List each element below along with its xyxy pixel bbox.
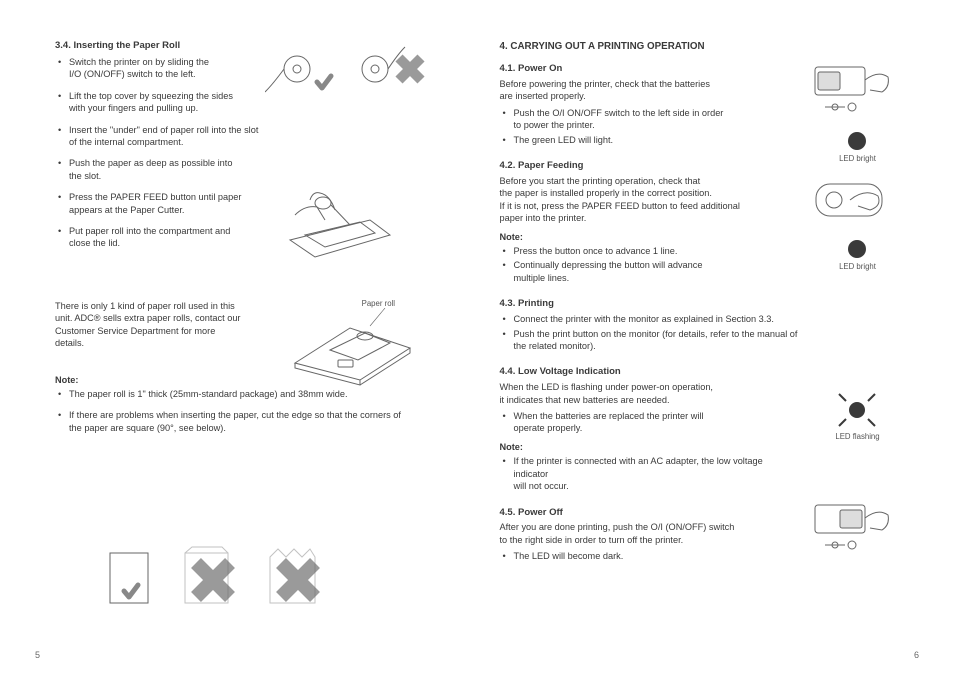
list-item: The LED will become dark.	[500, 550, 795, 562]
list-4-2: Press the button once to advance 1 line.…	[500, 245, 795, 284]
led-flashing-caption: LED flashing	[825, 432, 890, 441]
list-item: The paper roll is 1" thick (25mm-standar…	[55, 388, 455, 400]
list-item: Put paper roll into the compartment andc…	[55, 225, 295, 250]
list-4-5: The LED will become dark.	[500, 550, 795, 562]
printer-base-figure: Paper roll	[270, 297, 435, 388]
para-4-1: Before powering the printer, check that …	[500, 78, 795, 103]
led-bright-caption: LED bright	[830, 262, 885, 271]
list-item: If there are problems when inserting the…	[55, 409, 455, 434]
para-4-2: Before you start the printing operation,…	[500, 175, 795, 225]
paper-feed-figure	[810, 178, 895, 226]
paper-roll-orientation-figure	[265, 44, 430, 99]
list-item: Push the paper as deep as possible intot…	[55, 157, 295, 182]
right-column: 4. CARRYING OUT A PRINTING OPERATION 4.1…	[500, 40, 900, 565]
list-item: Continually depressing the button will a…	[500, 259, 795, 284]
paper-edge-shapes-figure	[100, 545, 380, 625]
insert-paper-figure	[275, 185, 405, 265]
list-item: Press the button once to advance 1 line.	[500, 245, 795, 257]
note-list: The paper roll is 1" thick (25mm-standar…	[55, 388, 455, 434]
note-label: Note:	[500, 441, 795, 453]
list-item: Push the O/I ON/OFF switch to the left s…	[500, 107, 795, 132]
led-flashing-figure: LED flashing	[825, 390, 890, 441]
list-4-1: Push the O/I ON/OFF switch to the left s…	[500, 107, 795, 146]
power-on-figure	[810, 62, 895, 117]
list-4-3: Connect the printer with the monitor as …	[500, 313, 900, 352]
list-item: Lift the top cover by squeezing the side…	[55, 90, 295, 115]
led-bright-1-figure: LED bright	[830, 130, 885, 163]
list-4-4: When the batteries are replaced the prin…	[500, 410, 795, 435]
list-item: The green LED will light.	[500, 134, 795, 146]
list-item: Insert the "under" end of paper roll int…	[55, 124, 295, 149]
list-item: If the printer is connected with an AC a…	[500, 455, 795, 492]
insert-roll-list: Switch the printer on by sliding theI/O …	[55, 56, 295, 250]
page-number-right: 6	[914, 650, 919, 660]
list-4-4n: If the printer is connected with an AC a…	[500, 455, 795, 492]
led-bright-2-figure: LED bright	[830, 238, 885, 271]
paper-roll-para: There is only 1 kind of paper roll used …	[55, 300, 265, 350]
list-item: When the batteries are replaced the prin…	[500, 410, 795, 435]
list-item: Press the PAPER FEED button until papera…	[55, 191, 295, 216]
heading-4-4: 4.4. Low Voltage Indication	[500, 366, 900, 379]
page-number-left: 5	[35, 650, 40, 660]
power-off-figure	[810, 500, 895, 555]
led-bright-caption: LED bright	[830, 154, 885, 163]
para-4-4: When the LED is flashing under power-on …	[500, 381, 795, 406]
list-item: Connect the printer with the monitor as …	[500, 313, 900, 325]
note-label: Note:	[500, 231, 795, 243]
heading-4-3: 4.3. Printing	[500, 298, 900, 311]
list-item: Switch the printer on by sliding theI/O …	[55, 56, 295, 81]
paper-roll-label: Paper roll	[270, 299, 435, 308]
list-item: Push the print button on the monitor (fo…	[500, 328, 900, 353]
heading-4: 4. CARRYING OUT A PRINTING OPERATION	[500, 40, 900, 53]
para-4-5: After you are done printing, push the O/…	[500, 521, 795, 546]
